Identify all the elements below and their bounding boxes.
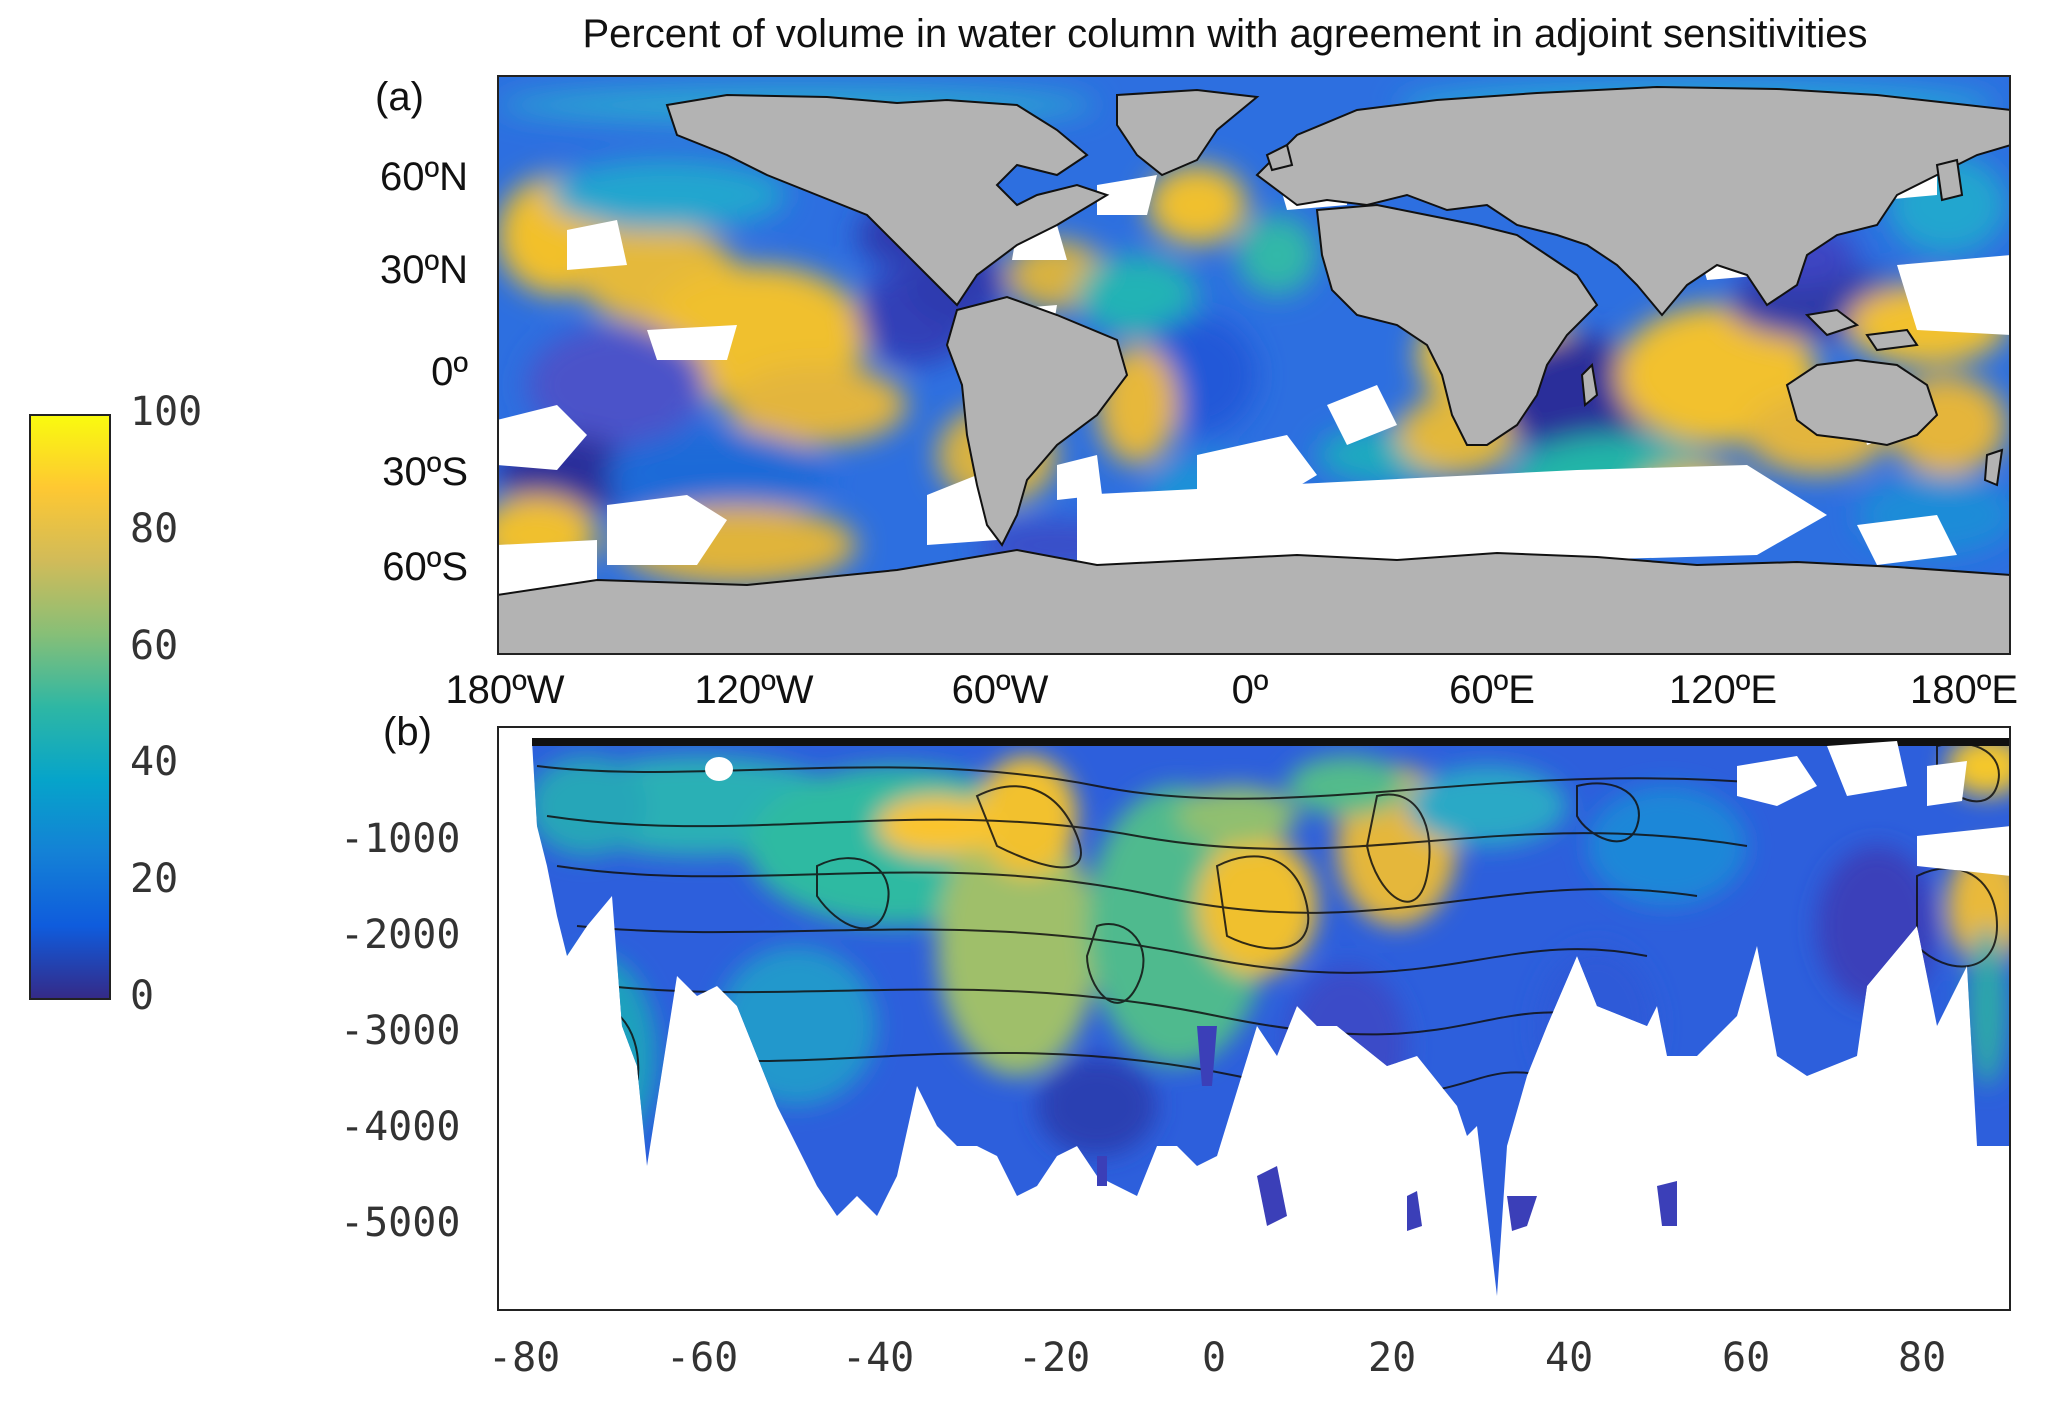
lat-tick-30n: 30ºN bbox=[380, 248, 468, 292]
colorbar-tick-0: 0 bbox=[130, 973, 155, 1019]
colorbar bbox=[29, 414, 111, 1000]
lat-axis-tick--20: -20 bbox=[1018, 1335, 1091, 1381]
lat-axis-tick--40: -40 bbox=[842, 1335, 915, 1381]
colorbar-tick-20: 20 bbox=[130, 856, 179, 903]
colorbar-gradient bbox=[29, 414, 111, 1000]
lon-tick-120e: 120ºE bbox=[1668, 668, 1778, 712]
depth-tick-3000: -3000 bbox=[340, 1008, 461, 1054]
panel-a-label: (a) bbox=[375, 75, 424, 119]
lon-tick-180e: 180ºE bbox=[1909, 668, 2019, 712]
depth-section-panel bbox=[497, 726, 2011, 1311]
depth-tick-5000: -5000 bbox=[340, 1200, 461, 1246]
lon-tick-180w: 180ºW bbox=[445, 668, 565, 712]
lon-tick-60e: 60ºE bbox=[1449, 668, 1535, 712]
lat-axis-tick-0: 0 bbox=[1202, 1335, 1227, 1381]
lat-axis-tick-20: 20 bbox=[1368, 1335, 1417, 1381]
lat-axis-tick--80: -80 bbox=[488, 1335, 561, 1381]
colorbar-tick-60: 60 bbox=[130, 622, 179, 669]
lat-axis-tick-40: 40 bbox=[1545, 1335, 1594, 1381]
lat-axis-tick-60: 60 bbox=[1722, 1335, 1771, 1381]
colorbar-tick-80: 80 bbox=[130, 505, 179, 552]
lat-axis-tick-80: 80 bbox=[1898, 1335, 1947, 1381]
panel-b-label: (b) bbox=[383, 710, 432, 754]
colorbar-tick-40: 40 bbox=[130, 739, 179, 786]
colorbar-tick-100: 100 bbox=[130, 389, 203, 435]
lat-axis-tick--60: -60 bbox=[666, 1335, 739, 1381]
lon-tick-0: 0º bbox=[1231, 668, 1269, 712]
lon-tick-120w: 120ºW bbox=[694, 668, 814, 712]
lat-tick-60n: 60ºN bbox=[380, 155, 468, 199]
lat-tick-60s: 60ºS bbox=[382, 545, 468, 589]
depth-tick-2000: -2000 bbox=[340, 912, 461, 958]
depth-tick-4000: -4000 bbox=[340, 1104, 461, 1150]
depth-tick-1000: -1000 bbox=[340, 816, 461, 862]
lat-tick-0: 0º bbox=[431, 350, 468, 394]
figure-title: Percent of volume in water column with a… bbox=[582, 12, 1868, 56]
world-map-panel bbox=[497, 75, 2011, 655]
lat-tick-30s: 30ºS bbox=[382, 450, 468, 494]
lon-tick-60w: 60ºW bbox=[951, 668, 1049, 712]
